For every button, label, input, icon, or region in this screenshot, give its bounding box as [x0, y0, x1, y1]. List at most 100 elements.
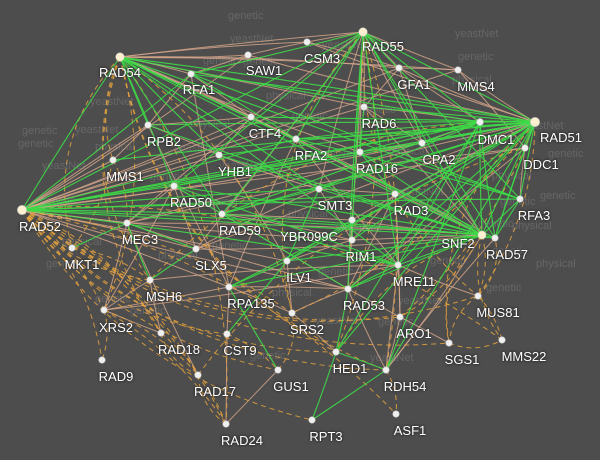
graph-node[interactable]	[215, 151, 223, 159]
graph-node[interactable]	[382, 366, 390, 374]
edge-physical	[362, 31, 365, 108]
edge-yeastnet	[311, 369, 387, 421]
graph-node[interactable]	[356, 148, 364, 156]
edge-physical	[347, 288, 401, 318]
graph-node[interactable]	[418, 139, 426, 147]
edge-group	[21, 31, 536, 425]
edge-yeastnet	[311, 351, 337, 421]
graph-node[interactable]	[358, 27, 368, 37]
edge-yeastnet	[190, 73, 536, 123]
graph-node[interactable]	[392, 410, 400, 418]
graph-node[interactable]	[123, 219, 131, 227]
graph-node[interactable]	[144, 121, 152, 129]
edge-yeastnet	[335, 351, 387, 371]
edge-yeastnet	[190, 73, 297, 140]
graph-node[interactable]	[445, 339, 453, 347]
graph-node[interactable]	[146, 276, 154, 284]
graph-node[interactable]	[360, 103, 368, 111]
graph-node[interactable]	[530, 117, 540, 127]
edge-physical	[363, 106, 423, 144]
edge-yeastnet	[173, 185, 483, 236]
edge-genetic	[21, 209, 387, 371]
edge-yeastnet	[519, 121, 536, 200]
edge-yeastnet	[359, 121, 481, 153]
edge-yeastnet	[397, 121, 536, 266]
graph-node[interactable]	[194, 371, 202, 379]
graph-node[interactable]	[247, 113, 255, 121]
edge-physical	[385, 264, 399, 371]
edge-genetic	[101, 309, 108, 361]
graph-node[interactable]	[491, 234, 499, 242]
graph-node[interactable]	[332, 348, 340, 356]
graph-node[interactable]	[157, 329, 165, 337]
edge-yeastnet	[359, 106, 365, 153]
graph-node[interactable]	[222, 420, 230, 428]
edge-yeastnet	[173, 185, 223, 215]
graph-node[interactable]	[288, 309, 296, 317]
graph-node[interactable]	[477, 230, 487, 240]
edge-yeastnet	[295, 31, 364, 140]
edge-physical	[218, 116, 252, 156]
graph-node[interactable]	[498, 336, 506, 344]
graph-node[interactable]	[170, 182, 178, 190]
edge-physical	[291, 312, 337, 353]
edge-yeastnet	[479, 121, 483, 236]
graph-node[interactable]	[521, 144, 529, 152]
edge-yeastnet	[221, 31, 364, 215]
graph-node[interactable]	[187, 70, 195, 78]
edge-physical	[457, 69, 536, 123]
edge-yeastnet	[335, 121, 536, 353]
edge-yeastnet	[359, 151, 396, 195]
graph-node[interactable]	[348, 216, 356, 224]
graph-node[interactable]	[476, 118, 484, 126]
edge-yeastnet	[494, 147, 526, 239]
edge-yeastnet	[119, 56, 220, 156]
graph-node[interactable]	[17, 205, 27, 215]
edge-physical	[103, 286, 230, 311]
graph-node[interactable]	[308, 416, 316, 424]
graph-node[interactable]	[396, 313, 404, 321]
edge-physical	[119, 56, 459, 71]
graph-node[interactable]	[303, 38, 311, 46]
edge-genetic	[21, 209, 337, 353]
graph-node[interactable]	[109, 156, 117, 164]
edge-genetic	[477, 121, 536, 297]
graph-node[interactable]	[192, 245, 200, 253]
edge-physical	[149, 279, 162, 334]
graph-node[interactable]	[394, 261, 402, 269]
graph-node[interactable]	[391, 190, 399, 198]
edge-yeastnet	[347, 234, 483, 290]
edge-genetic	[477, 234, 503, 341]
graph-node[interactable]	[100, 306, 108, 314]
edge-yeastnet	[190, 31, 364, 75]
graph-node[interactable]	[68, 244, 76, 252]
edge-yeastnet	[228, 121, 536, 288]
node-group	[17, 27, 540, 428]
graph-node[interactable]	[218, 210, 226, 218]
graph-node[interactable]	[274, 366, 282, 374]
graph-node[interactable]	[223, 330, 231, 338]
graph-node[interactable]	[98, 356, 106, 364]
graph-node[interactable]	[292, 135, 300, 143]
graph-node[interactable]	[344, 285, 352, 293]
edge-yeastnet	[126, 222, 151, 281]
edge-physical	[103, 222, 128, 311]
graph-node[interactable]	[225, 283, 233, 291]
graph-node[interactable]	[454, 66, 462, 74]
edge-yeastnet	[347, 31, 364, 290]
graph-node[interactable]	[283, 257, 291, 265]
edge-genetic	[119, 56, 228, 425]
graph-node[interactable]	[244, 51, 252, 59]
edge-physical	[147, 73, 192, 126]
edge-genetic	[291, 121, 536, 314]
edge-genetic	[21, 209, 279, 371]
graph-node[interactable]	[315, 185, 323, 193]
edge-yeastnet	[119, 56, 481, 123]
graph-node[interactable]	[115, 52, 125, 62]
graph-node[interactable]	[474, 292, 482, 300]
graph-node[interactable]	[395, 64, 403, 72]
graph-node[interactable]	[516, 195, 524, 203]
edge-yeastnet	[21, 151, 361, 211]
graph-node[interactable]	[348, 236, 356, 244]
